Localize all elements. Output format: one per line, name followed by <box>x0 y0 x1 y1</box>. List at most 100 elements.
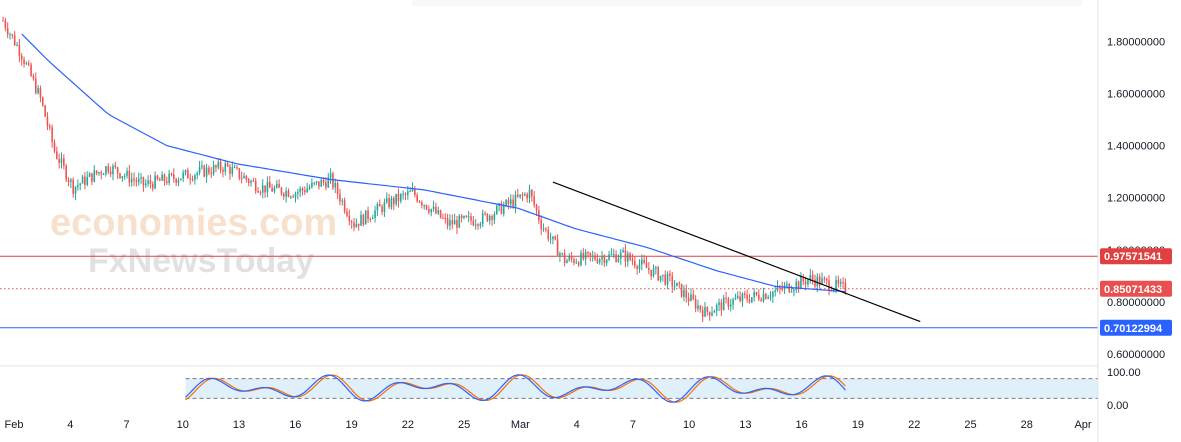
candle-body <box>769 296 772 298</box>
candle-body <box>828 280 830 291</box>
price-tag <box>1100 319 1172 336</box>
candle-body <box>748 299 751 303</box>
candle-body <box>346 211 348 216</box>
candle-body <box>142 177 145 186</box>
candle-body <box>568 256 571 261</box>
candle-body <box>430 209 433 213</box>
candle-body <box>39 88 42 98</box>
time-tick-label: 13 <box>739 419 751 431</box>
candle-body <box>107 166 110 172</box>
candle-body <box>257 191 259 193</box>
time-tick-label: 7 <box>630 419 636 431</box>
candle-body <box>86 176 89 185</box>
candle-body <box>332 173 334 188</box>
candle-body <box>378 204 381 207</box>
candle-body <box>629 253 631 260</box>
candle-body <box>442 217 444 219</box>
candle-body <box>844 282 847 294</box>
candle-body <box>360 214 362 226</box>
candle-body <box>266 181 269 193</box>
candle-body <box>184 170 187 173</box>
trendline[interactable] <box>552 181 921 323</box>
candle-body <box>547 229 550 240</box>
candle-body <box>470 216 472 221</box>
candle-body <box>144 183 147 186</box>
candle-body <box>41 97 44 106</box>
time-tick-label: 10 <box>683 419 695 431</box>
candle-body <box>671 275 674 287</box>
candle-body <box>109 171 112 175</box>
candle-body <box>641 259 643 265</box>
candle-body <box>93 170 96 182</box>
candle-body <box>690 294 692 301</box>
price-tags: 0.97571541 0.85071433 0.70122994 <box>1100 248 1172 336</box>
candle-body <box>727 298 730 307</box>
candle-body <box>341 200 344 202</box>
candle-body <box>683 290 685 297</box>
price-axis[interactable]: 1.80000000 1.60000000 1.40000000 1.20000000… <box>1107 36 1165 361</box>
watermark-line1: economies.com <box>50 202 337 244</box>
candle-body <box>233 167 236 169</box>
candle-body <box>392 198 395 205</box>
candle-body <box>708 311 711 316</box>
candle-body <box>421 202 423 206</box>
candle-body <box>718 302 720 305</box>
candle-body <box>528 189 531 199</box>
candle-body <box>252 180 255 182</box>
candle-body <box>126 170 128 176</box>
candle-body <box>500 203 503 214</box>
candle-body <box>290 196 292 198</box>
candle-body <box>168 173 170 183</box>
candle-body <box>465 215 468 218</box>
candle-body <box>364 210 367 225</box>
price-tick-label: 0.80000000 <box>1107 297 1165 309</box>
candle-body <box>278 183 280 188</box>
candle-body <box>355 223 358 228</box>
candle-body <box>725 297 727 299</box>
candle-body <box>177 180 180 183</box>
candle-body <box>283 193 285 197</box>
candle-body <box>729 304 732 307</box>
candle-body <box>367 210 369 220</box>
candle-body <box>196 172 199 176</box>
candle-body <box>692 294 695 299</box>
candle-body <box>259 192 262 194</box>
candle-body <box>189 178 191 180</box>
candle-body <box>306 188 308 193</box>
candle-body <box>25 63 28 65</box>
candle-body <box>472 220 475 226</box>
price-tag-label: 0.97571541 <box>1104 251 1162 263</box>
oscillator-band <box>185 378 1098 399</box>
candle-body <box>598 259 601 263</box>
candle-body <box>594 255 596 260</box>
candle-body <box>795 281 798 290</box>
candle-body <box>308 187 311 189</box>
candle-body <box>411 188 414 192</box>
candle-body <box>105 166 107 174</box>
horizontal-levels[interactable] <box>0 255 1098 329</box>
candle-body <box>842 282 844 284</box>
candle-body <box>292 196 294 198</box>
candle-body <box>678 282 681 284</box>
candle-body <box>397 193 400 202</box>
candle-body <box>664 274 667 285</box>
candle-body <box>37 88 39 94</box>
candles <box>2 16 847 323</box>
time-axis[interactable]: Feb 4 7 10 13 16 19 22 25 Mar 4 7 10 13 16 19 22 25 28 Apr <box>5 419 1092 431</box>
candle-body <box>11 34 14 36</box>
candle-body <box>507 200 510 205</box>
candle-body <box>100 172 103 175</box>
candle-body <box>772 291 774 297</box>
candle-body <box>388 198 390 208</box>
candle-body <box>486 213 489 221</box>
price-tick-label: 1.80000000 <box>1107 36 1165 48</box>
candle-body <box>173 174 175 179</box>
candle-body <box>91 173 93 182</box>
candle-body <box>112 165 114 175</box>
candle-body <box>311 182 313 188</box>
candle-body <box>156 175 159 180</box>
candle-body <box>339 193 341 202</box>
candle-body <box>790 291 793 293</box>
candle-body <box>350 221 353 223</box>
